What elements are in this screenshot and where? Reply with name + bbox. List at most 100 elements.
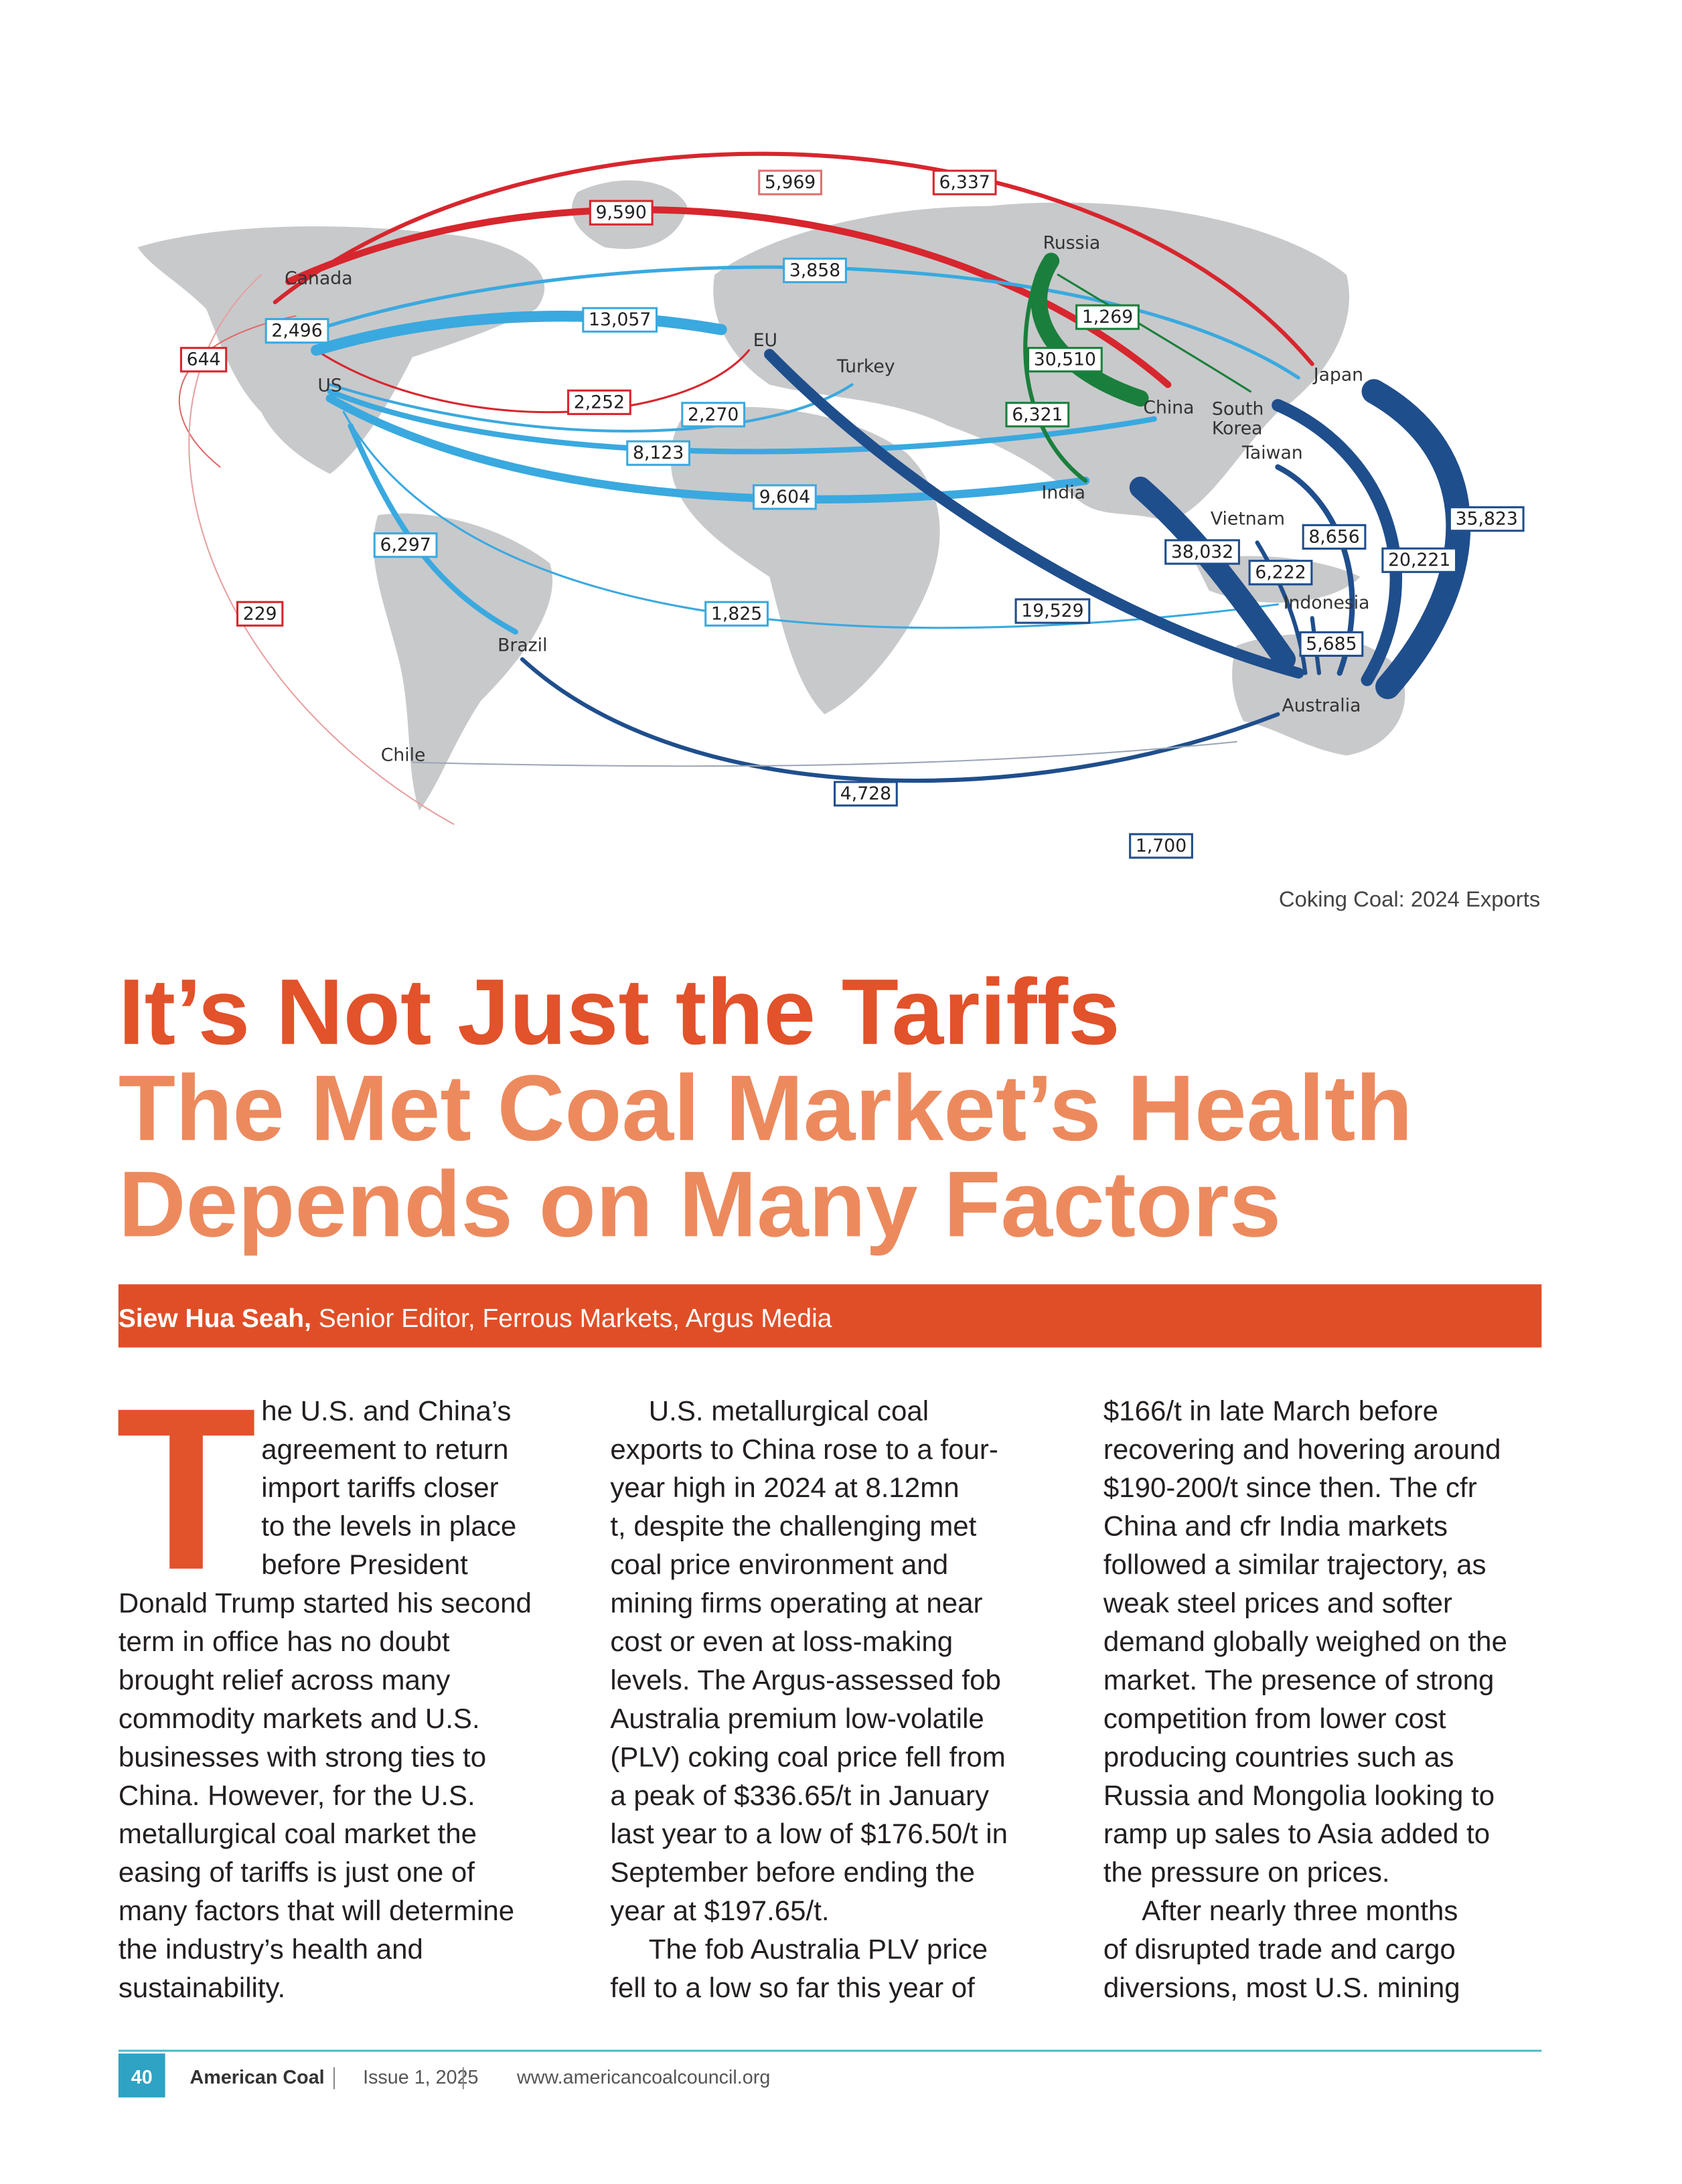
flow-arrow xyxy=(315,349,751,414)
flow-label: 20,221 xyxy=(1388,550,1450,570)
flow-label: 1,269 xyxy=(1082,307,1133,327)
flow-label-box xyxy=(1448,506,1525,532)
subheadline: The Met Coal Market’s Health xyxy=(119,1056,1413,1160)
flow-arrow xyxy=(1129,476,1296,671)
body-line: sustainability. xyxy=(119,1972,285,2003)
flow-label-box xyxy=(373,532,438,558)
body-line: $190-200/t since then. The cfr xyxy=(1103,1472,1477,1503)
country-label: Indonesia xyxy=(1284,593,1370,613)
flow-label: 30,510 xyxy=(1034,349,1096,370)
page-number: 40 xyxy=(131,2067,153,2088)
flow-label: 6,337 xyxy=(939,172,990,193)
country-label: US xyxy=(317,376,341,396)
body-line: exports to China rose to a four- xyxy=(610,1433,998,1465)
body-line: brought relief across many xyxy=(119,1664,450,1695)
body-line: cost or even at loss-making xyxy=(610,1626,953,1657)
flow-label: 5,685 xyxy=(1306,633,1357,654)
author: Siew Hua Seah, xyxy=(119,1304,311,1333)
byline-bar xyxy=(118,1284,1542,1348)
flow-label: 644 xyxy=(187,349,221,370)
flow-arrow xyxy=(1057,273,1251,393)
body-line: fell to a low so far this year of xyxy=(610,1972,975,2003)
body-line: producing countries such as xyxy=(1103,1741,1454,1772)
flow-label: 35,823 xyxy=(1456,509,1518,530)
flow-label-box xyxy=(567,389,631,415)
flow-arrow xyxy=(273,151,1314,366)
africa xyxy=(670,406,940,714)
body-line: levels. The Argus-assessed fob xyxy=(610,1664,1001,1695)
flow-label-box xyxy=(264,318,329,344)
body-line: agreement to return xyxy=(261,1433,508,1465)
flow-label-box xyxy=(758,169,822,196)
drop-cap: T xyxy=(116,1360,257,1618)
body-line: commodity markets and U.S. xyxy=(119,1703,480,1734)
country-label: Turkey xyxy=(836,356,895,377)
body-line: of disrupted trade and cargo xyxy=(1103,1934,1456,1965)
flow-label: 2,252 xyxy=(574,392,625,412)
flow-label-box xyxy=(626,440,691,466)
flow-arrow xyxy=(764,349,1304,679)
flow-label: 6,297 xyxy=(380,535,431,556)
flow-label-box xyxy=(1299,631,1364,657)
flow-label-box xyxy=(704,601,769,627)
body-line: easing of tariffs is just one of xyxy=(119,1857,475,1888)
body-line: metallurgical coal market the xyxy=(119,1818,477,1849)
body-line: U.S. metallurgical coal xyxy=(649,1395,929,1426)
country-label: Taiwan xyxy=(1241,443,1303,463)
country-label: Russia xyxy=(1043,232,1101,253)
body-line: before President xyxy=(261,1549,468,1580)
flow-arrow xyxy=(188,274,455,825)
flow-arrow xyxy=(325,394,1090,503)
country-label: Canada xyxy=(285,268,352,289)
south-america xyxy=(373,513,553,811)
flow-label-box xyxy=(752,484,817,510)
body-line: (PLV) coking coal price fell from xyxy=(610,1741,1005,1772)
country-label: Vietnam xyxy=(1211,509,1285,530)
body-line: China. However, for the U.S. xyxy=(119,1780,475,1811)
body-line: last year to a low of $176.50/t in xyxy=(610,1818,1008,1849)
flow-label-box xyxy=(1075,304,1140,330)
flow-label-box xyxy=(1248,560,1313,586)
flow-label-box xyxy=(582,307,658,333)
country-label: Japan xyxy=(1312,364,1363,385)
author-role: Senior Editor, Ferrous Markets, Argus Me… xyxy=(319,1304,832,1333)
body-line: market. The presence of strong xyxy=(1103,1664,1495,1695)
flow-label-box xyxy=(1027,347,1103,373)
flow-label: 1,825 xyxy=(711,603,762,624)
flow-label: 2,496 xyxy=(271,321,322,341)
flow-label-box xyxy=(1302,524,1367,550)
country-label: India xyxy=(1042,483,1085,503)
flow-labels: 5,969 6,337 9,590 3,858 13,057 2,496 644 1,269 3… xyxy=(179,169,1525,859)
flow-label: 8,123 xyxy=(633,443,684,463)
body-line: The fob Australia PLV price xyxy=(649,1934,988,1965)
issue: Issue 1, 2025 xyxy=(363,2067,478,2088)
flow-label-box xyxy=(681,402,746,428)
flow-arrow xyxy=(285,206,1172,388)
body-line: the pressure on prices. xyxy=(1103,1857,1390,1888)
byline: Siew Hua Seah, Senior Editor, Ferrous Ma… xyxy=(119,1304,832,1333)
headline: It’s Not Just the Tariffs xyxy=(119,959,1120,1064)
body-line: recovering and hovering around xyxy=(1103,1433,1501,1465)
map: Canada US EU Turkey Russia Japan China SouthKor… xyxy=(137,151,1540,911)
body-line: After nearly three months xyxy=(1142,1895,1458,1926)
body-line: demand globally weighed on the xyxy=(1103,1626,1507,1657)
article-body: he U.S. and China’s agreement to return im… xyxy=(119,1395,1507,2003)
footer-text: American Coal Issue 1, 2025 www.americanco… xyxy=(190,2067,771,2088)
country-labels: Canada US EU Turkey Russia Japan China SouthKor… xyxy=(285,232,1369,765)
country-label: China xyxy=(1143,398,1194,418)
flow-label: 229 xyxy=(243,603,277,624)
flow-label: 8,656 xyxy=(1308,526,1359,547)
flow-label: 19,529 xyxy=(1021,601,1083,621)
body-line: ramp up sales to Asia added to xyxy=(1103,1818,1490,1849)
flow-label-box xyxy=(1129,833,1193,859)
flow-label: 6,321 xyxy=(1012,404,1063,425)
flow-label: 6,222 xyxy=(1255,562,1306,583)
flow-label: 9,590 xyxy=(596,202,647,223)
flow-label: 38,032 xyxy=(1171,542,1233,562)
body-line: Donald Trump started his second xyxy=(119,1587,532,1619)
body-line: year high in 2024 at 8.12mn xyxy=(610,1472,959,1503)
flow-label-box xyxy=(1005,402,1070,428)
body-line: t, despite the challenging met xyxy=(610,1510,976,1542)
flows xyxy=(178,151,1471,825)
